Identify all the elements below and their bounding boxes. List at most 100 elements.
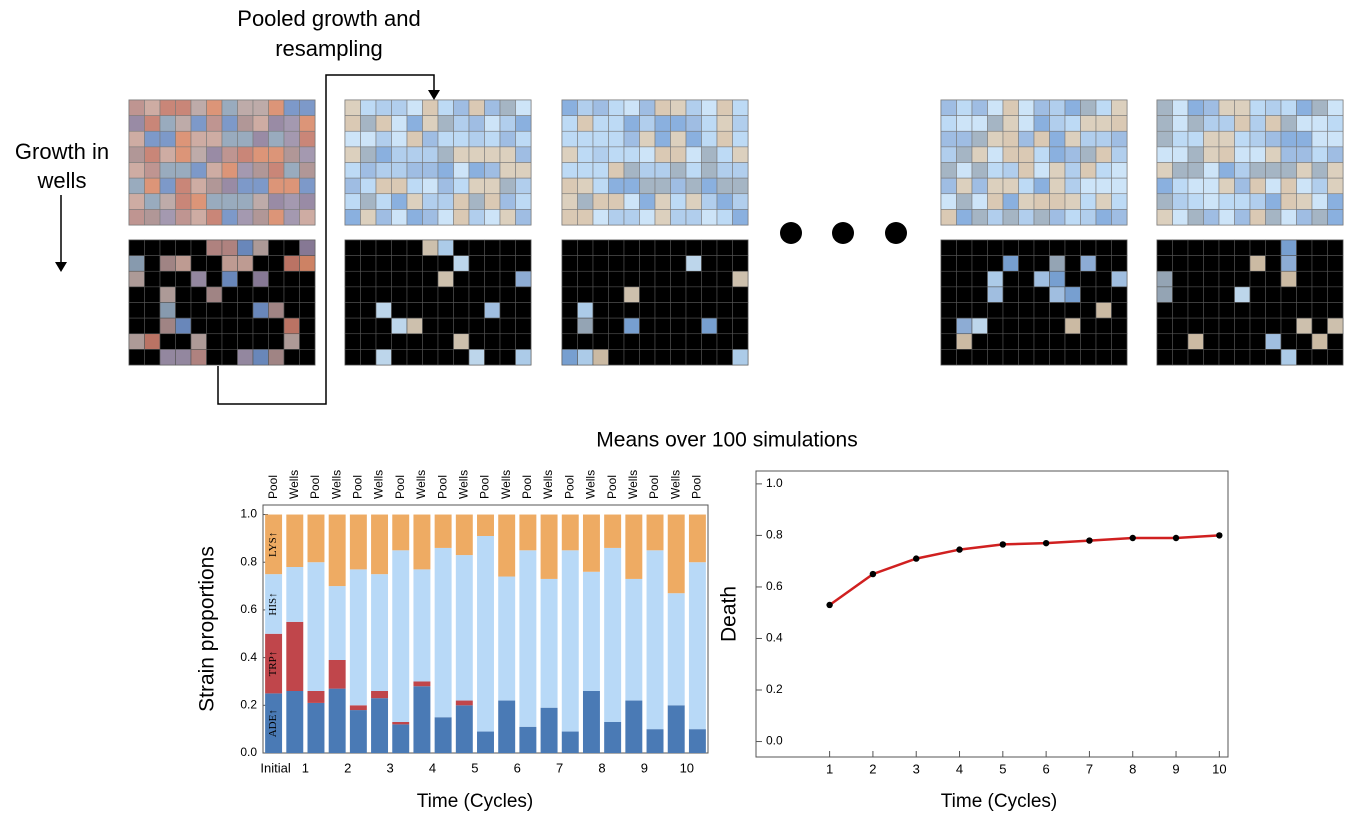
well [1095, 302, 1112, 319]
well [940, 209, 957, 226]
well [453, 209, 470, 226]
well [592, 270, 609, 288]
well [1156, 239, 1173, 256]
well [252, 255, 269, 272]
x-tick-label: 7 [1086, 761, 1093, 776]
well [561, 130, 578, 148]
well [1095, 317, 1112, 335]
well [453, 146, 470, 163]
well [268, 177, 285, 195]
well [1002, 209, 1019, 226]
well [1187, 162, 1204, 179]
well [1018, 115, 1035, 132]
well [956, 146, 973, 163]
category-label: Pool [478, 475, 492, 499]
well [344, 99, 361, 116]
well [252, 99, 269, 116]
well [484, 286, 501, 303]
x-tick-label: 7 [556, 760, 563, 775]
well [159, 130, 176, 148]
well [670, 146, 687, 163]
well [1172, 146, 1189, 163]
well [252, 209, 269, 226]
well [940, 177, 957, 195]
well [422, 130, 439, 148]
well [422, 99, 439, 116]
well [1002, 239, 1019, 256]
y-tick-label: 0.0 [766, 734, 783, 748]
well [360, 302, 377, 319]
well [1111, 177, 1128, 195]
well [1111, 115, 1128, 132]
well [144, 115, 161, 132]
well [940, 99, 957, 116]
bar-segment [286, 567, 304, 622]
well [670, 317, 687, 335]
well [1218, 130, 1235, 148]
well [623, 99, 640, 116]
well [1280, 130, 1297, 148]
category-label: Wells [626, 470, 640, 499]
well [422, 162, 439, 179]
y-tick-label: 0.6 [240, 602, 257, 616]
well [577, 317, 594, 335]
well [987, 255, 1004, 272]
well [1064, 333, 1081, 350]
well [375, 317, 392, 335]
well [654, 255, 671, 272]
well [987, 302, 1004, 319]
growth-label: wells [37, 168, 87, 193]
well [608, 317, 625, 335]
bar-segment [519, 514, 537, 551]
x-tick-label: 1 [302, 760, 309, 775]
bar-segment [498, 700, 516, 753]
well [221, 302, 238, 319]
well [484, 317, 501, 335]
bar-segment [498, 514, 516, 577]
well [1018, 302, 1035, 319]
well [159, 162, 176, 179]
bar-segment [371, 514, 389, 575]
well [1203, 146, 1220, 163]
well [499, 162, 516, 179]
well [391, 177, 408, 195]
well [1234, 193, 1251, 210]
well [1095, 239, 1112, 256]
well [971, 239, 988, 256]
well [1280, 146, 1297, 163]
well [670, 193, 687, 210]
well [391, 270, 408, 288]
well [1265, 177, 1282, 195]
well [1095, 349, 1112, 366]
well [468, 270, 485, 288]
well [206, 162, 223, 179]
y-tick-label: 0.8 [240, 554, 257, 568]
well [422, 146, 439, 163]
well [592, 349, 609, 366]
well [1187, 349, 1204, 366]
well [206, 349, 223, 366]
well [701, 99, 718, 116]
well [1111, 255, 1128, 272]
well [608, 270, 625, 288]
well [956, 177, 973, 195]
well [1095, 255, 1112, 272]
well [1080, 349, 1097, 366]
well [670, 177, 687, 195]
bar-segment [307, 562, 325, 691]
arrowhead [55, 262, 67, 272]
well [1172, 349, 1189, 366]
well [237, 270, 254, 288]
well [732, 99, 749, 116]
well [1187, 115, 1204, 132]
well [128, 162, 145, 179]
well [159, 302, 176, 319]
well [685, 239, 702, 256]
well [1249, 302, 1266, 319]
well [971, 317, 988, 335]
well [1203, 317, 1220, 335]
bar-segment [455, 700, 473, 706]
well [206, 333, 223, 350]
well [1234, 162, 1251, 179]
bar-segment [688, 514, 706, 563]
